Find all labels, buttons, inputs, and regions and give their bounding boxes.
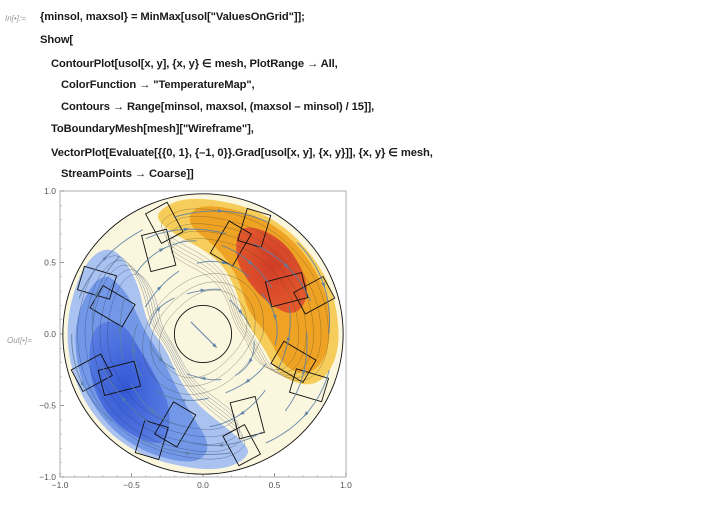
slot	[209, 207, 272, 267]
stream-arrow	[217, 208, 224, 213]
slot-outline-outer	[229, 395, 265, 440]
input-cell-label: In[•]:=	[5, 14, 26, 23]
slot	[70, 353, 142, 396]
stream-arrow	[302, 369, 307, 376]
stream-arrow	[158, 356, 163, 362]
stream-arrow	[283, 263, 289, 269]
slot-outline-inner	[237, 207, 272, 249]
stream-arrow	[245, 378, 251, 384]
slot-outline-inner	[70, 353, 113, 393]
stream-arrow	[118, 325, 122, 331]
slot-outline-outer	[141, 228, 177, 273]
warm-contour-line	[165, 223, 314, 376]
x-tick-label: 0.5	[269, 480, 281, 490]
code-line-5[interactable]: Contours → Range[minsol, maxsol, (maxsol…	[61, 101, 375, 113]
cool-contour-line	[84, 260, 243, 453]
stream-arrow	[200, 288, 206, 293]
x-tick-label: −0.5	[123, 480, 140, 490]
slot	[134, 401, 197, 461]
stream-arrow	[221, 260, 228, 265]
slot-outline-outer	[97, 360, 142, 396]
slot-outline-outer	[270, 340, 317, 383]
stream-arrow	[238, 309, 243, 315]
warm-contour-line	[161, 208, 329, 381]
slot	[76, 265, 136, 328]
code-line-2[interactable]: Show[	[40, 34, 74, 46]
warm-contour-line	[168, 230, 307, 373]
y-tick-label: 1.0	[44, 186, 56, 196]
output-cell-label: Out[•]=	[7, 336, 32, 345]
stream-arrow	[247, 260, 254, 265]
x-tick-label: 0.0	[197, 480, 209, 490]
stream-arrow	[217, 443, 224, 447]
y-tick-label: 0.0	[44, 329, 56, 339]
slot-wireframe	[70, 201, 336, 467]
slot	[222, 395, 265, 467]
outer-boundary	[62, 193, 344, 475]
cool-contour-line	[77, 255, 245, 460]
stream-arrow	[273, 314, 277, 321]
neutral-contour-line	[158, 289, 248, 379]
stream-arrow	[212, 343, 218, 349]
code-line-7[interactable]: VectorPlot[Evaluate[{{0, 1}, {–1, 0}}.Gr…	[51, 147, 433, 159]
stream-lines	[71, 208, 330, 456]
y-tick-label: 0.5	[44, 258, 56, 268]
slot-outline-inner	[222, 424, 262, 467]
cool-contour-line	[92, 264, 241, 445]
stream-arrow	[321, 282, 326, 288]
stream-arrow	[183, 451, 189, 456]
stream-arrow	[148, 408, 155, 414]
stream-arrow	[102, 255, 108, 261]
stream-arrow	[156, 285, 162, 291]
stream-arrow	[158, 248, 165, 253]
slot-outline-outer	[154, 401, 197, 448]
stream-arrow	[286, 337, 291, 343]
slot-outline-inner	[134, 419, 169, 461]
warm-contour-line	[163, 215, 322, 379]
code-line-8[interactable]: StreamPoints → Coarse]]	[61, 168, 194, 180]
code-line-1[interactable]: {minsol, maxsol} = MinMax[usol["ValuesOn…	[40, 11, 305, 23]
y-axis-ticks: 1.0 0.5 0.0 −0.5 −1.0	[39, 186, 64, 482]
code-line-6[interactable]: ToBoundaryMesh[mesh]["Wireframe"],	[51, 123, 254, 135]
y-tick-label: −1.0	[39, 472, 56, 482]
stream-arrow	[121, 396, 126, 402]
slot-outline-outer	[89, 285, 136, 328]
x-axis-ticks: −1.0 −0.5 0.0 0.5 1.0	[52, 473, 352, 490]
notebook-input-cell[interactable]: In[•]:= {minsol, maxsol} = MinMax[usol["…	[0, 0, 704, 185]
slot-outline-inner	[293, 275, 336, 315]
slot-outline-outer	[209, 220, 252, 267]
stream-arrow	[179, 399, 186, 403]
neutral-contour-line	[150, 281, 256, 387]
slot-outline-inner	[288, 368, 330, 403]
slot	[264, 272, 336, 315]
code-line-3[interactable]: ContourPlot[usol[x, y], {x, y} ∈ mesh, P…	[51, 58, 338, 70]
y-tick-label: −0.5	[39, 401, 56, 411]
stream-arrow	[248, 358, 253, 364]
slot	[270, 340, 330, 403]
stream-arrow	[94, 290, 98, 297]
stream-line	[190, 321, 216, 347]
slot-outline-outer	[264, 272, 309, 308]
stream-arrow	[156, 305, 161, 312]
stream-arrow	[303, 411, 309, 417]
hot-region	[236, 227, 307, 313]
x-tick-label: 1.0	[340, 480, 352, 490]
stream-arrow	[132, 347, 136, 353]
stream-arrow	[200, 376, 206, 381]
stream-arrow	[239, 410, 245, 415]
slot-outline-inner	[76, 265, 118, 300]
x-tick-label: −1.0	[52, 480, 69, 490]
code-line-4[interactable]: ColorFunction → "TemperatureMap",	[61, 79, 255, 91]
stream-arrow	[80, 380, 85, 386]
stream-arrow	[183, 227, 190, 232]
